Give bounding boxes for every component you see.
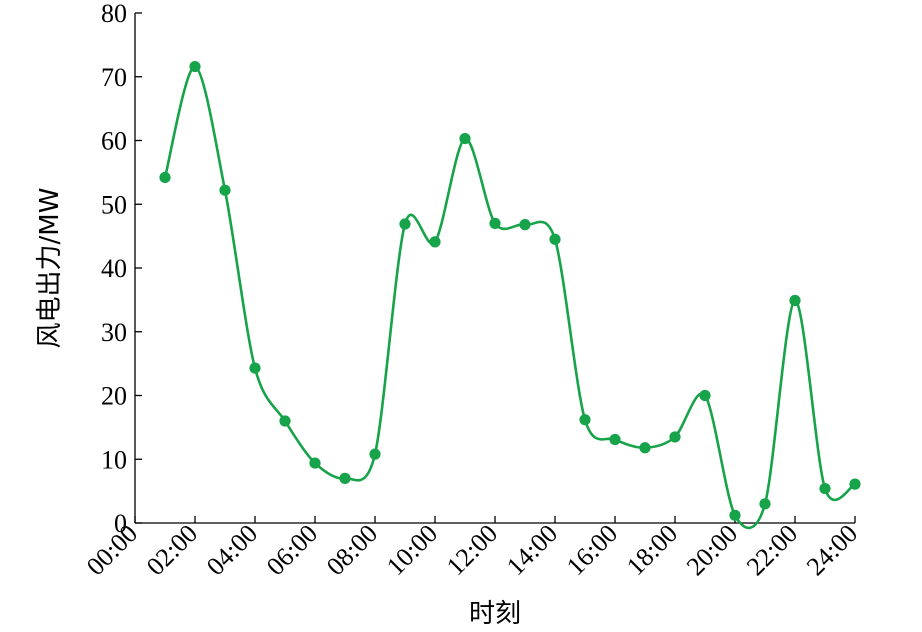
data-point [339, 472, 351, 484]
data-point [249, 362, 261, 374]
data-point [429, 236, 441, 248]
data-point [309, 457, 321, 469]
data-point [159, 171, 171, 184]
y-tick-label: 10 [101, 445, 127, 474]
data-point [639, 442, 651, 454]
x-tick-label: 06:00 [261, 519, 323, 581]
data-point [369, 448, 381, 460]
data-point [579, 414, 591, 426]
data-point [789, 294, 801, 307]
x-tick-label: 18:00 [621, 519, 683, 581]
data-point [819, 482, 831, 495]
x-tick-label: 14:00 [501, 519, 563, 581]
y-tick-label: 70 [101, 63, 127, 92]
y-tick-label: 0 [114, 509, 127, 538]
x-tick-label: 20:00 [681, 519, 743, 581]
series-line [163, 65, 857, 530]
y-tick-label: 40 [101, 254, 127, 283]
data-point [459, 132, 471, 145]
data-point [519, 219, 531, 231]
data-point [279, 415, 291, 427]
data-point [699, 389, 711, 402]
data-point [549, 233, 561, 245]
x-ticks: 00:0002:0004:0006:0008:0010:0012:0014:00… [81, 516, 863, 581]
x-tick-label: 00:00 [81, 519, 143, 581]
x-tick-label: 16:00 [561, 519, 623, 581]
data-point [219, 184, 231, 196]
data-point [189, 60, 201, 73]
y-ticks: 0 10 20 30 40 50 60 70 80 [101, 0, 142, 538]
x-axis-title: 时刻 [469, 599, 521, 629]
y-tick-label: 80 [101, 0, 127, 28]
data-point [669, 431, 681, 443]
y-tick-label: 50 [101, 190, 127, 219]
data-point [849, 478, 861, 490]
x-tick-label: 08:00 [321, 519, 383, 581]
y-axis-title: 风电出力/MW [35, 188, 65, 349]
data-point [759, 498, 771, 510]
data-point [609, 433, 621, 446]
axes [134, 13, 855, 524]
x-tick-label: 12:00 [441, 519, 503, 581]
y-tick-label: 30 [101, 318, 127, 347]
y-tick-label: 20 [101, 382, 127, 411]
x-tick-label: 04:00 [201, 519, 263, 581]
data-point [729, 509, 741, 521]
x-tick-label: 02:00 [141, 519, 203, 581]
x-tick-label: 10:00 [381, 519, 443, 581]
x-tick-label: 24:00 [801, 519, 863, 581]
data-point [489, 217, 501, 229]
data-point [399, 218, 411, 230]
plot-area [159, 60, 861, 530]
y-tick-label: 60 [101, 127, 127, 156]
